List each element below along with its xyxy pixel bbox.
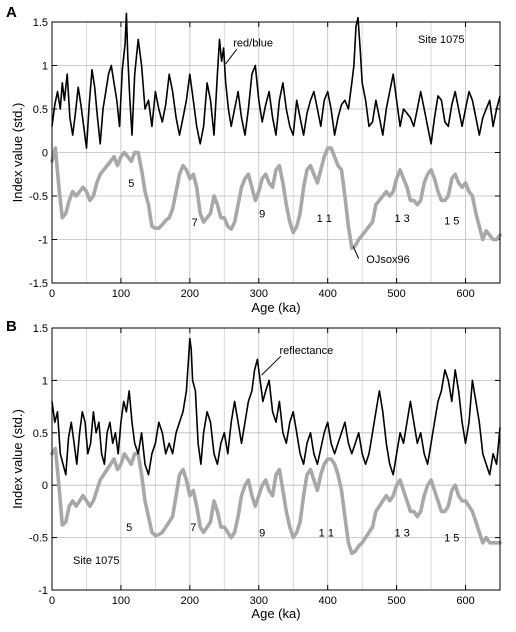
panel-b-y-axis-label: Index value (std.) <box>10 409 25 509</box>
panel-a-y-tick-label: -0.5 <box>29 191 48 203</box>
panel-a-stage-label: 1 5 <box>444 215 459 227</box>
panel-a-stage-label: 1 1 <box>317 213 332 225</box>
panel-a-y-tick-label: 0 <box>42 148 48 160</box>
panel-b-x-axis-label: Age (ka) <box>251 606 300 621</box>
panel-b-frame <box>51 327 501 591</box>
panel-b-x-tick-label: 600 <box>456 595 474 607</box>
panel-a-site-label: Site 1075 <box>418 34 464 46</box>
panel-b-reflectance-leader <box>261 355 282 376</box>
panel-b-ticks: 0 100 200 300 400 500 600 -1 -0.5 0 0.5 1 1.5 <box>29 323 500 607</box>
panel-b-series <box>50 337 502 556</box>
panel-a-x-tick-label: 300 <box>250 288 268 300</box>
panel-b-x-tick-label: 200 <box>181 595 199 607</box>
panel-b-stage-label: 1 1 <box>319 527 334 539</box>
panel-b-stage-label: 7 <box>190 522 196 534</box>
panel-a-x-axis-label: Age (ka) <box>251 300 300 315</box>
panel-b-stage-label: 9 <box>259 527 265 539</box>
panel-b-x-tick-label: 400 <box>319 595 337 607</box>
panel-a-y-tick-label: 0.5 <box>33 104 48 116</box>
panel-b-site-label: Site 1075 <box>73 555 119 567</box>
panel-a-frame <box>51 21 501 284</box>
panel-b-y-tick-label: 0 <box>42 480 48 492</box>
panel-a-y-tick-label: 1.5 <box>33 17 48 29</box>
panel-a: A 0 100 200 300 400 500 600-1.5-1-0.500.511.5 … <box>6 4 502 315</box>
panel-b-y-tick-label: -1 <box>38 585 48 597</box>
panel-b-x-tick-label: 100 <box>112 595 130 607</box>
panel-b-reflectance-annotation: reflectance <box>279 345 333 357</box>
panel-a-x-tick-label: 400 <box>319 288 337 300</box>
panel-a-primary-series-line <box>51 12 501 149</box>
panel-b-primary-series-line <box>51 337 501 476</box>
panel-b-y-tick-label: 1.5 <box>33 323 48 335</box>
panel-b-label: B <box>6 318 17 335</box>
panel-a-y-tick-label: 1 <box>42 61 48 73</box>
panel-a-ojsox96-annotation: OJsox96 <box>366 254 409 266</box>
panel-a-x-tick-label: 200 <box>181 288 199 300</box>
panel-a-label: A <box>6 4 17 21</box>
panel-a-grid <box>51 21 500 284</box>
panel-a-redblue-leader <box>225 49 238 65</box>
panel-b-y-tick-label: -0.5 <box>29 533 48 545</box>
panel-b-y-tick-label: 1 <box>42 375 48 387</box>
panel-b-x-tick-label: 0 <box>49 595 55 607</box>
panel-a-x-tick-label: 0 <box>49 288 55 300</box>
panel-b-grid <box>51 327 500 591</box>
panel-a-y-tick-label: -1 <box>38 235 48 247</box>
panel-b-gray-series-line <box>50 446 502 556</box>
panel-a-x-tick-label: 600 <box>456 288 474 300</box>
panel-a-series <box>50 12 502 250</box>
panel-a-ojsox96-leader <box>352 246 360 259</box>
panel-a-stage-label: 7 <box>192 217 198 229</box>
panel-a-y-tick-label: -1.5 <box>29 278 48 290</box>
panel-a-stage-label: 9 <box>259 208 265 220</box>
panel-a-x-tick-label: 500 <box>387 288 405 300</box>
panel-a-stage-label: 5 <box>128 178 134 190</box>
panel-b-stage-label: 1 3 <box>394 527 409 539</box>
panel-a-stage-label: 1 3 <box>394 213 409 225</box>
panel-b-stage-label: 1 5 <box>444 533 459 545</box>
panel-a-gray-series-line <box>50 146 502 250</box>
panel-a-y-axis-label: Index value (std.) <box>10 103 25 203</box>
panel-b-x-tick-label: 300 <box>250 595 268 607</box>
panel-b-x-tick-label: 500 <box>387 595 405 607</box>
panel-b: B 0 100 200 300 400 500 600 -1 -0.5 0 0.5 1 1.5 Inde… <box>6 318 502 621</box>
panel-a-ticks: 0 100 200 300 400 500 600 -1.5 -1 -0.5 0 0.5 1 1.5 <box>29 17 500 300</box>
panel-a-redblue-annotation: red/blue <box>233 37 273 49</box>
panel-b-stage-label: 5 <box>126 522 132 534</box>
panel-a-x-tick-label: 100 <box>112 288 130 300</box>
panel-b-y-tick-label: 0.5 <box>33 428 48 440</box>
